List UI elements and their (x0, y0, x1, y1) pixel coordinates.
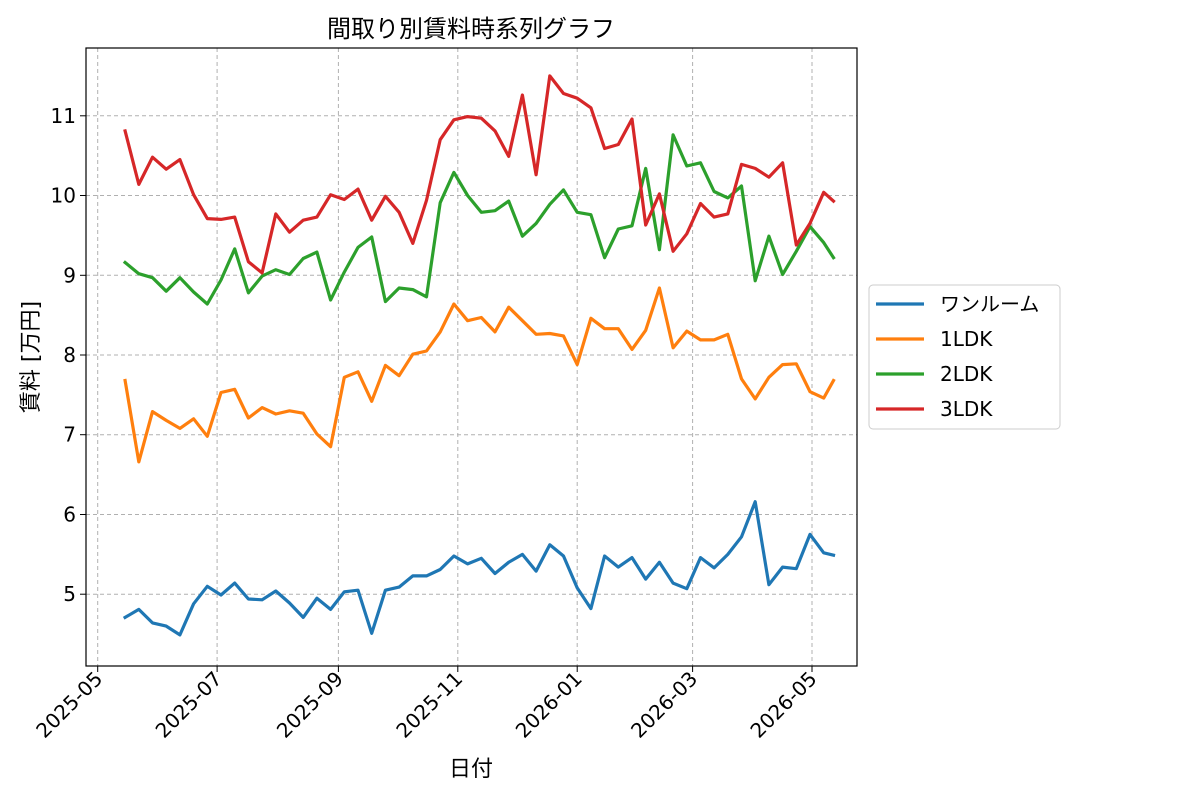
series-line-2LDK (122, 133, 836, 306)
y-tick-label: 5 (63, 582, 76, 606)
series-lines (122, 74, 836, 637)
legend-label: ワンルーム (940, 292, 1039, 316)
y-tick-label: 9 (63, 263, 76, 287)
legend-box (868, 284, 1061, 430)
y-tick-label: 10 (51, 184, 76, 208)
series-line-1LDK (123, 286, 836, 464)
legend-label: 2LDK (940, 362, 993, 386)
legend: ワンルーム 1LDK 2LDK 3LDK (868, 284, 1061, 430)
y-axis: 5 6 7 8 9 10 11 (51, 104, 86, 606)
series-line-3LDK (123, 74, 836, 275)
y-tick-label: 6 (63, 503, 76, 527)
legend-label: 1LDK (940, 327, 993, 351)
y-axis-title: 賃料 [万円] (19, 301, 44, 413)
series-line-ワンルーム (122, 500, 836, 637)
chart-title: 間取り別賃料時系列グラフ (327, 15, 615, 43)
plot-frame (85, 47, 858, 667)
y-tick-label: 7 (63, 423, 76, 447)
grid (86, 48, 857, 666)
y-tick-label: 11 (51, 104, 76, 128)
legend-label: 3LDK (940, 397, 993, 421)
x-axis-title: 日付 (449, 757, 493, 782)
y-tick-label: 8 (63, 343, 76, 367)
